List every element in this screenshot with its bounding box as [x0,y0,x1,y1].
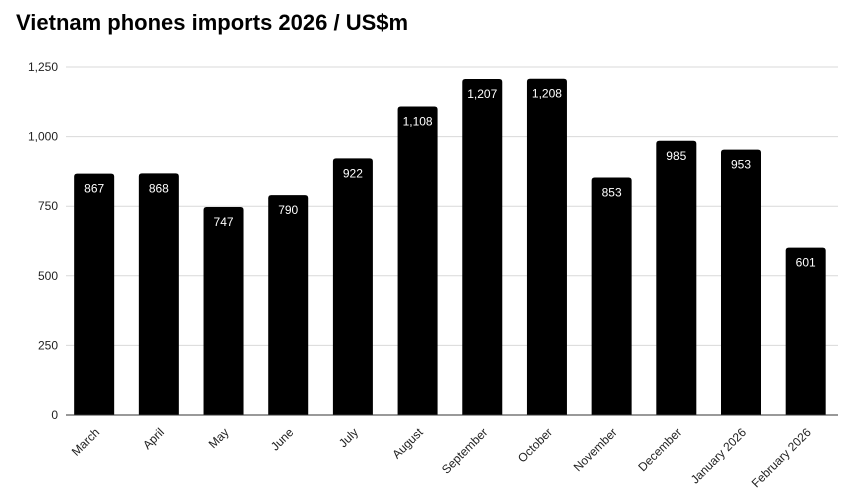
data-label: 747 [214,215,234,229]
data-label: 922 [343,166,363,180]
x-tick-label: January 2026 [688,425,750,487]
data-label: 1,208 [532,87,562,101]
bar [656,140,697,415]
x-tick-label: June [268,425,297,454]
x-tick-label: February 2026 [749,425,814,490]
bar [138,173,179,415]
bar [462,78,503,416]
x-tick-label: April [140,425,167,452]
y-tick-label: 500 [38,269,58,283]
data-label: 868 [149,181,169,195]
y-tick-label: 750 [38,199,58,213]
bar [591,177,632,415]
bar [526,78,567,415]
x-tick-label: August [389,425,426,462]
y-tick-label: 1,250 [28,60,58,74]
bar [268,195,309,415]
y-tick-label: 0 [51,408,58,422]
data-label: 953 [731,158,751,172]
bar [785,247,826,415]
x-tick-label: May [206,425,232,451]
bar [74,173,115,415]
x-tick-label: November [571,425,620,474]
chart-title: Vietnam phones imports 2026 / US$m [16,10,409,35]
y-tick-label: 1,000 [28,130,58,144]
data-label: 1,108 [403,115,433,129]
data-label: 853 [602,186,622,200]
data-label: 867 [84,182,104,196]
data-label: 601 [796,256,816,270]
data-label: 1,207 [467,87,497,101]
x-tick-label: July [336,425,361,450]
bar [397,106,438,415]
x-tick-label: December [635,425,684,474]
bar [203,207,244,415]
data-label: 985 [666,149,686,163]
bar [332,158,373,416]
bar [721,149,761,415]
data-label: 790 [278,203,298,217]
x-tick-label: September [439,425,490,476]
x-tick-label: October [515,425,555,465]
x-tick-label: March [69,425,102,458]
y-tick-label: 250 [38,338,58,352]
